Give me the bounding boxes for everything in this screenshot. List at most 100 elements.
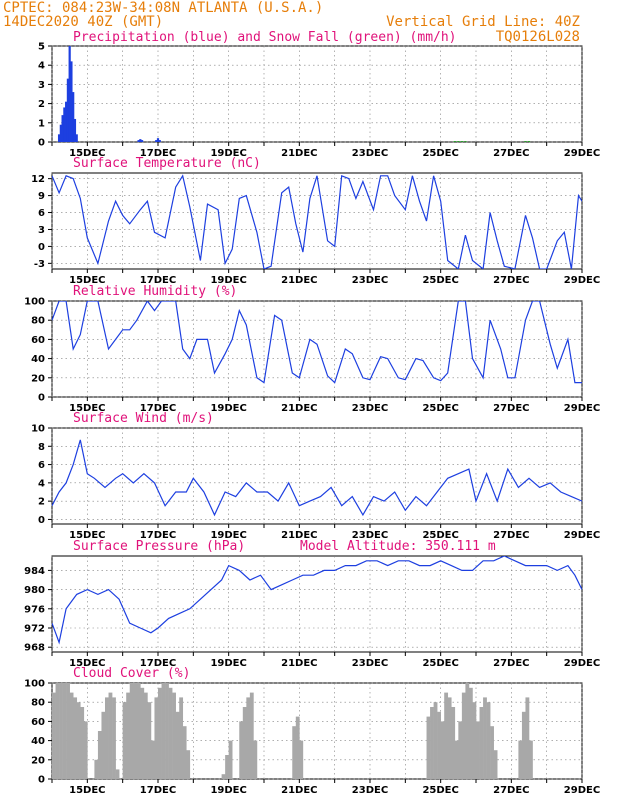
precip-bar-snow	[460, 141, 463, 142]
precip-bar-rain	[66, 78, 69, 142]
temperature-ytick-label: 6	[38, 208, 45, 219]
header-grid-note: Vertical Grid Line: 40Z	[386, 14, 580, 30]
humidity-ytick-label: 100	[24, 297, 45, 308]
cloud-xtick-label: 19DEC	[210, 785, 246, 796]
temperature-ytick-label: 0	[38, 242, 45, 253]
humidity-ytick-label: 40	[31, 354, 45, 365]
cloud-xtick-label: 17DEC	[140, 785, 176, 796]
pressure-ytick-label: 980	[24, 585, 45, 596]
precip-bar-rain	[61, 115, 64, 142]
model-altitude-note: Model Altitude: 350.111 m	[300, 539, 496, 554]
precip-bar-snow	[464, 141, 467, 142]
wind-xtick-label: 25DEC	[422, 530, 458, 541]
cloud-bar	[73, 697, 78, 779]
cloud-bar	[97, 731, 102, 779]
cloud-bar	[465, 683, 470, 779]
title-wind: Surface Wind (m/s)	[73, 411, 214, 426]
wind-xtick-label: 27DEC	[493, 530, 529, 541]
wind-ytick-label: 0	[38, 515, 45, 526]
precip-ytick-label: 3	[38, 80, 45, 91]
header-station: CPTEC: 084:23W-34:08N ATLANTA (U.S.A.)	[3, 0, 323, 16]
cloud-xtick-label: 15DEC	[69, 785, 105, 796]
cloud-bar	[179, 697, 184, 779]
cloud-bar	[461, 692, 466, 779]
cloud-bar	[479, 707, 484, 779]
temperature-xtick-label: 29DEC	[564, 275, 600, 286]
wind-ytick-label: 8	[38, 442, 45, 453]
cloud-bar	[426, 716, 431, 779]
humidity-xtick-label: 17DEC	[140, 403, 176, 414]
cloud-bar	[447, 697, 452, 779]
humidity-xtick-label: 19DEC	[210, 403, 246, 414]
pressure-frame	[51, 555, 583, 653]
precip-bar-snow	[453, 141, 456, 142]
panels: 0 1 2 3 4 5 15DEC 17DEC 19DEC 21DEC 23DEC 25DEC 27DE…	[24, 42, 600, 797]
cloud-ytick-label: 80	[31, 698, 45, 709]
precip-bar-rain	[57, 134, 61, 142]
precip-ytick-label: 2	[38, 99, 45, 110]
precip-bar-rain	[72, 92, 75, 142]
wind-ytick-label: 4	[38, 478, 45, 489]
cloud-bar	[126, 692, 131, 779]
cloud-bar	[521, 711, 526, 779]
pressure-xtick-label: 29DEC	[564, 658, 600, 669]
pressure-xtick-label: 25DEC	[422, 658, 458, 669]
cloud-bar	[468, 687, 473, 779]
pressure-xtick-label: 21DEC	[281, 658, 317, 669]
cloud-ytick-label: 60	[31, 717, 45, 728]
temperature-panel: -3 0 3 6 9 12 15DEC 17DEC 19DEC 21DEC 23DEC 25DEC 27…	[31, 172, 600, 286]
cloud-bar	[454, 740, 459, 779]
precip-ytick-label: 5	[38, 42, 45, 53]
temperature-xtick-label: 15DEC	[69, 275, 105, 286]
cloud-bar	[486, 702, 491, 779]
wind-panel: 0 2 4 6 8 10 15DEC 17DEC 19DEC 21DEC 23DEC 25DEC 27D…	[31, 424, 600, 542]
temperature-xtick-label: 23DEC	[352, 275, 388, 286]
header-model-id: TQ0126L028	[496, 29, 580, 45]
cloud-bar	[55, 683, 60, 779]
precip-bar-rain	[70, 61, 73, 142]
precip-bar-rain	[59, 124, 62, 142]
precip-xtick-label: 23DEC	[352, 148, 388, 159]
pressure-xtick-label: 23DEC	[352, 658, 388, 669]
humidity-ytick-label: 80	[31, 316, 45, 327]
cloud-bar	[136, 683, 141, 779]
cloud-bar	[66, 683, 70, 779]
temperature-xtick-label: 27DEC	[493, 275, 529, 286]
humidity-xtick-label: 23DEC	[352, 403, 388, 414]
precip-ytick-label: 1	[38, 118, 45, 129]
cloud-bar	[69, 692, 74, 779]
cloud-bar	[476, 721, 480, 779]
wind-ytick-label: 6	[38, 460, 45, 471]
cloud-bar	[458, 721, 463, 779]
cloud-bar	[122, 702, 127, 779]
precip-xtick-label: 25DEC	[422, 148, 458, 159]
temperature-xtick-label: 17DEC	[140, 275, 176, 286]
title-humidity: Relative Humidity (%)	[73, 284, 237, 299]
precip-bar-rain	[158, 140, 161, 142]
precip-bar-rain	[65, 101, 68, 142]
precip-bar-rain	[73, 118, 77, 142]
cloud-bar	[295, 716, 300, 779]
cloud-bar	[440, 721, 445, 779]
temperature-series-line	[52, 174, 582, 269]
humidity-xtick-label: 15DEC	[69, 403, 105, 414]
cloud-bar	[228, 740, 233, 779]
precip-ytick-label: 0	[38, 138, 45, 149]
cloud-ytick-label: 20	[31, 755, 45, 766]
humidity-panel: 0 20 40 60 80 100 15DEC 17DEC 19DEC 21DEC 23DEC 25D…	[24, 297, 600, 415]
humidity-xtick-label: 25DEC	[422, 403, 458, 414]
cloud-bar	[433, 702, 438, 779]
pressure-xtick-label: 19DEC	[210, 658, 246, 669]
cloud-bar	[115, 769, 120, 779]
pressure-ytick-label: 976	[24, 604, 45, 615]
humidity-ytick-label: 60	[31, 335, 45, 346]
wind-ytick-label: 10	[31, 424, 45, 435]
wind-xtick-label: 15DEC	[69, 530, 105, 541]
title-pressure: Surface Pressure (hPa)	[73, 539, 245, 554]
title-temperature: Surface Temperature (nC)	[73, 156, 261, 171]
precip-xtick-label: 15DEC	[69, 148, 105, 159]
pressure-xtick-label: 27DEC	[493, 658, 529, 669]
cloud-bar	[490, 726, 494, 779]
cloud-bar	[529, 740, 533, 779]
precip-bar-snow	[524, 141, 527, 142]
